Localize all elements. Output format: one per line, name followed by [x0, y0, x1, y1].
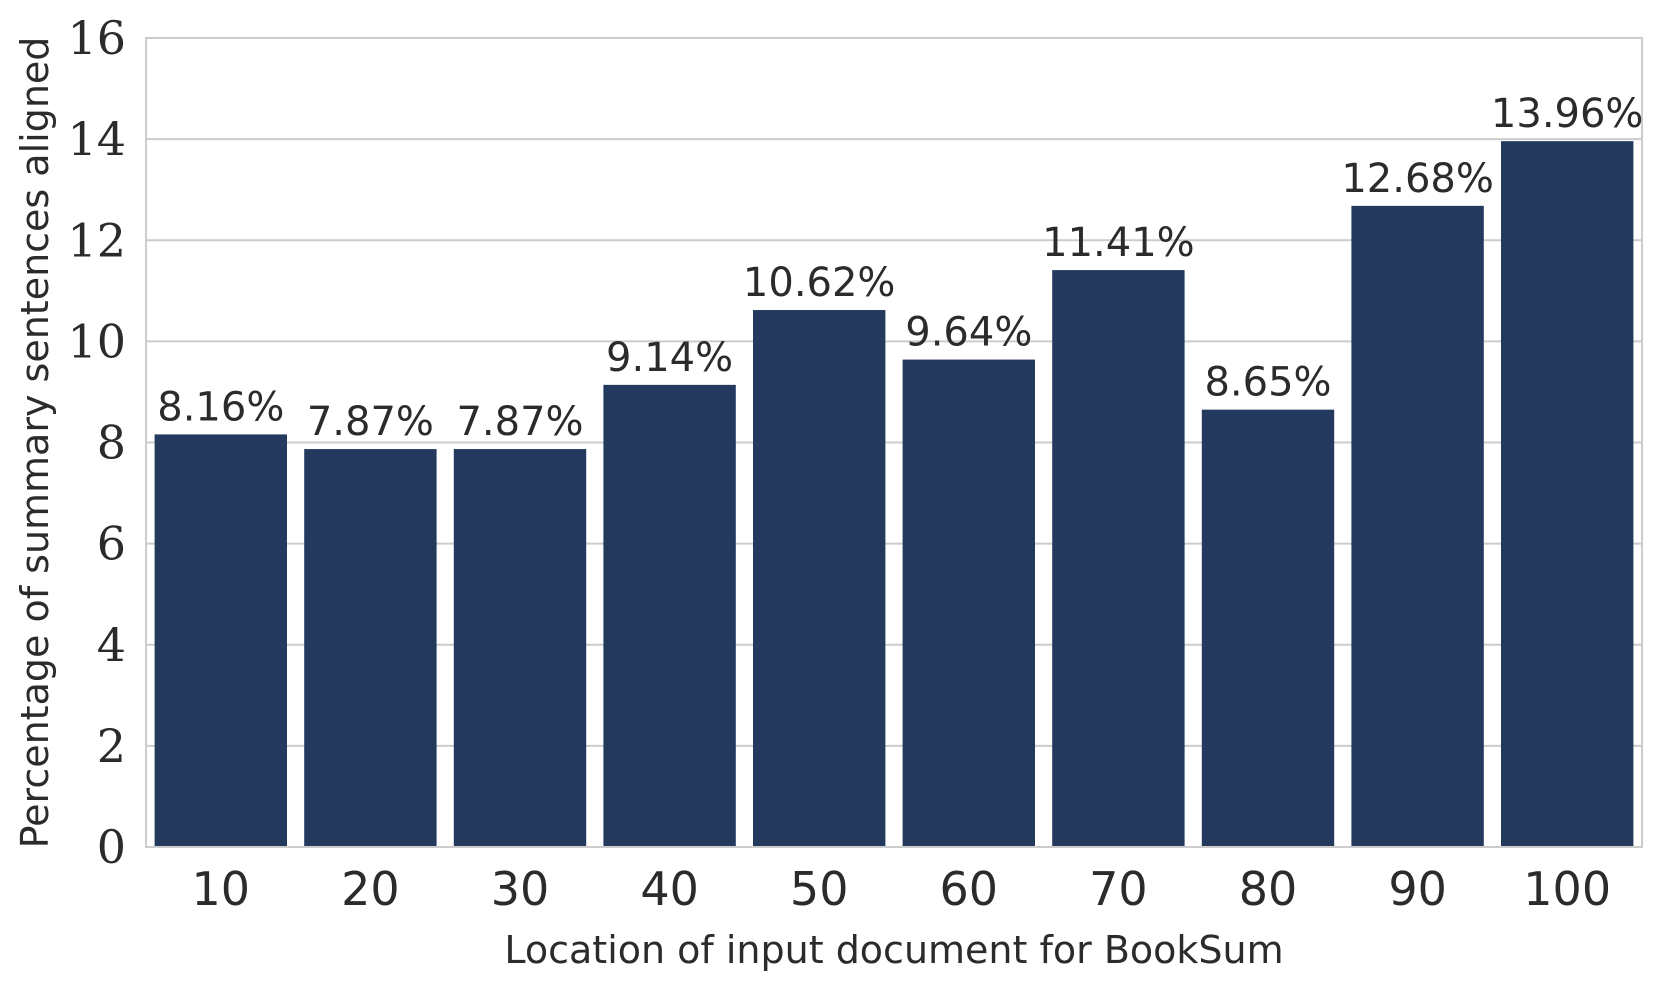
bar [453, 449, 587, 847]
data-label: 9.14% [606, 335, 733, 381]
bar [902, 359, 1035, 847]
data-label: 8.16% [157, 384, 284, 430]
y-tick-label: 12 [67, 213, 126, 267]
bars [154, 141, 1634, 847]
bar [1501, 141, 1634, 847]
y-tick-label: 6 [97, 517, 126, 571]
data-label: 8.65% [1204, 360, 1331, 406]
y-tick-label: 14 [67, 112, 126, 166]
x-tick-label: 70 [1089, 862, 1148, 916]
x-tick-label: 10 [192, 862, 251, 916]
data-label: 10.62% [743, 260, 896, 306]
bar [304, 449, 437, 847]
x-tick-label: 50 [790, 862, 849, 916]
y-axis-title: Percentage of summary sentences aligned [13, 37, 57, 849]
data-label: 9.64% [905, 310, 1032, 356]
x-axis-title: Location of input document for BookSum [504, 928, 1283, 972]
bar [1351, 205, 1484, 847]
bar [1201, 409, 1335, 847]
y-tick-label: 4 [97, 618, 126, 672]
bar [154, 434, 287, 847]
x-tick-label: 30 [491, 862, 550, 916]
bar [753, 310, 886, 847]
y-tick-label: 10 [67, 314, 126, 368]
x-tick-label: 60 [940, 862, 999, 916]
y-tick-label: 8 [97, 416, 126, 470]
x-tick-label: 40 [640, 862, 699, 916]
data-label: 11.41% [1042, 220, 1195, 266]
x-tick-label: 20 [341, 862, 400, 916]
plot-frame [145, 37, 1643, 848]
y-tick-label: 16 [67, 11, 126, 65]
x-tick-labels: 10 20 30 40 50 60 70 80 90 100 [192, 862, 1612, 916]
data-label: 12.68% [1341, 156, 1494, 202]
y-tick-label: 0 [97, 820, 126, 874]
y-tick-labels: 0 2 4 6 8 10 12 14 16 [67, 11, 126, 874]
data-label: 7.87% [456, 399, 583, 445]
x-tick-label: 80 [1239, 862, 1298, 916]
x-tick-label: 90 [1388, 862, 1447, 916]
data-label: 7.87% [307, 399, 434, 445]
y-tick-label: 2 [97, 719, 126, 773]
bar [603, 384, 736, 847]
x-tick-label: 100 [1523, 862, 1611, 916]
bar [1052, 270, 1185, 847]
data-label: 13.96% [1491, 91, 1644, 137]
data-labels: 8.16% 7.87% 7.87% 9.14%10.62%9.64%11.41% 8.6… [157, 91, 1643, 445]
